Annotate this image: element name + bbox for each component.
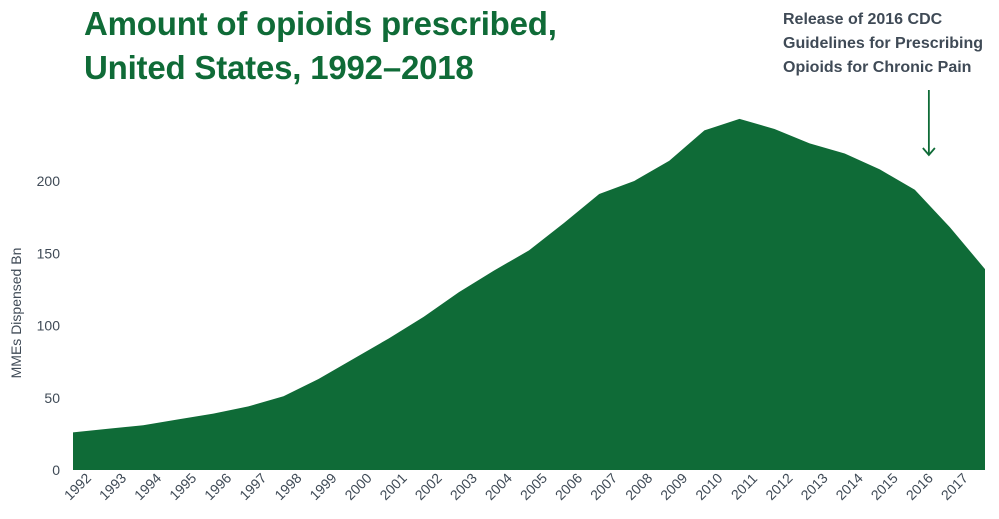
x-tick-label: 2003: [447, 470, 480, 503]
x-tick-label: 1995: [166, 470, 199, 503]
annotation-line-3: Opioids for Chronic Pain: [783, 59, 972, 76]
x-tick-label: 2001: [376, 470, 409, 503]
annotation-line-2: Guidelines for Prescribing: [783, 35, 984, 52]
area-layer: [73, 118, 985, 471]
x-tick-label: 1998: [271, 470, 304, 503]
annotation-arrow-head: [922, 147, 936, 157]
x-tick-label: 2011: [728, 470, 761, 503]
chart-title-line-1: Amount of opioids prescribed,: [84, 5, 557, 42]
x-tick-label: 1996: [201, 470, 234, 503]
y-tick-label: 100: [37, 318, 61, 334]
y-tick-label: 150: [37, 245, 61, 261]
x-tick-label: 2009: [657, 470, 690, 503]
y-axis-title: MMEs Dispensed Bn: [8, 248, 24, 379]
annotation-line-1: Release of 2016 CDC: [783, 11, 943, 28]
x-tick-label: 2006: [552, 470, 585, 503]
x-tick-label: 1992: [61, 470, 94, 503]
series-area: [73, 118, 985, 471]
x-tick-label: 2012: [762, 470, 795, 503]
x-tick-label: 2010: [692, 470, 725, 503]
x-tick-label: 2007: [587, 470, 620, 503]
x-tick-label: 2015: [868, 470, 901, 503]
x-tick-label: 2016: [903, 470, 936, 503]
annotation-arrow: [922, 90, 936, 157]
x-tick-label: 2002: [412, 470, 445, 503]
cdc-guidelines-annotation: Release of 2016 CDC Guidelines for Presc…: [783, 8, 998, 80]
x-tick-label: 1997: [236, 470, 269, 503]
chart-title: Amount of opioids prescribed, United Sta…: [84, 2, 644, 90]
x-tick-label: 2000: [341, 470, 374, 503]
x-axis: 1992 1993 1994 1995 1996 1997 1998 1999 2000 2001…: [61, 470, 971, 503]
x-tick-label: 1993: [96, 470, 129, 503]
x-tick-label: 2008: [622, 470, 655, 503]
x-tick-label: 1999: [306, 470, 339, 503]
chart-title-line-2: United States, 1992–2018: [84, 49, 474, 86]
x-tick-label: 2014: [832, 470, 865, 503]
x-tick-label: 2004: [482, 470, 515, 503]
y-tick-label: 0: [52, 462, 60, 478]
y-tick-label: 50: [44, 390, 60, 406]
x-tick-label: 2017: [938, 470, 971, 503]
y-axis: 0 50 100 150 200: [37, 173, 61, 478]
y-tick-label: 200: [37, 173, 61, 189]
x-tick-label: 1994: [131, 470, 164, 503]
x-tick-label: 2005: [517, 470, 550, 503]
x-tick-label: 2013: [797, 470, 830, 503]
